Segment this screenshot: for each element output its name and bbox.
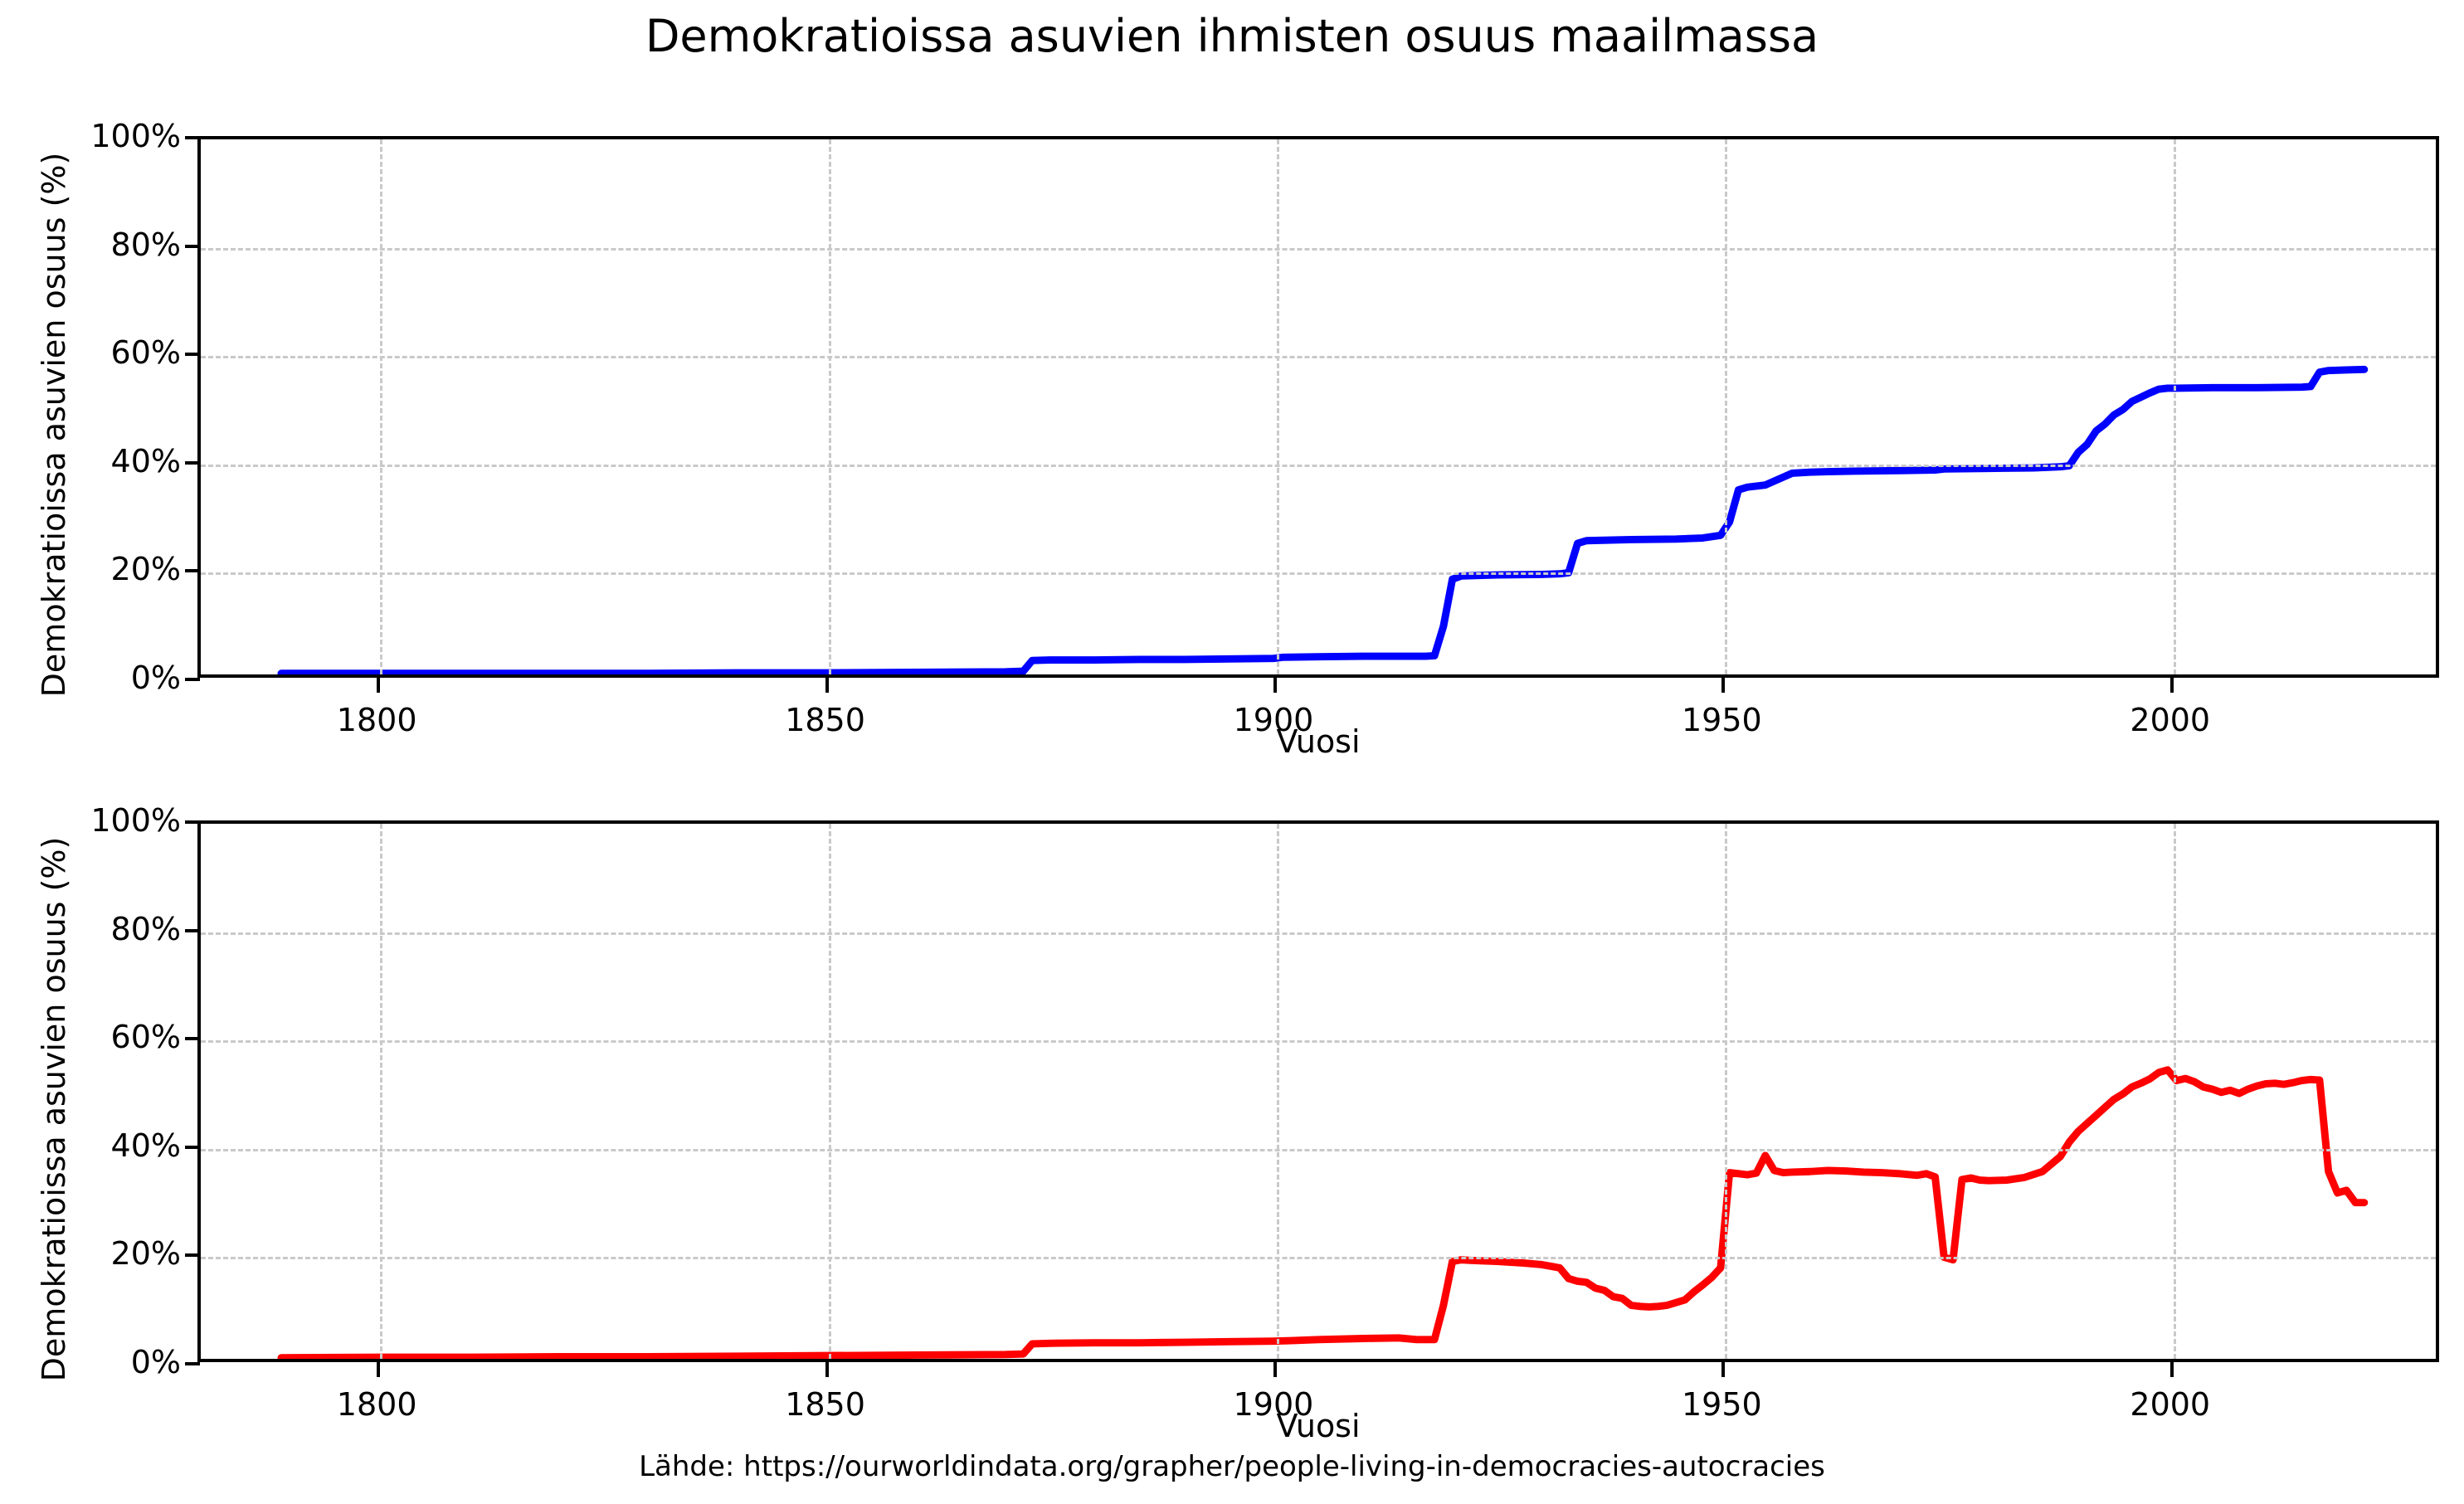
page-title: Demokratioissa asuvien ihmisten osuus ma… [645,10,1819,62]
y-tick-mark [185,928,200,932]
x-tick-mark [1721,1362,1726,1377]
x-tick-label: 2000 [2130,1386,2211,1423]
y-tick-label: 60% [110,1019,181,1056]
x-tick-label: 2000 [2130,702,2211,738]
y-tick-label: 20% [110,551,181,588]
x-tick-label: 1850 [785,702,865,738]
y-tick-label: 0% [130,660,181,696]
democracy-line-bottom [277,1066,2369,1359]
y-tick-label: 100% [90,118,181,154]
y-axis-label-bottom: Demokratioissa asuvien osuus (%) [36,836,72,1382]
y-tick-label: 0% [130,1344,181,1380]
y-tick-label: 80% [110,226,181,263]
x-tick-label: 1800 [336,702,417,738]
chart-panel-bottom: Demokratioissa asuvien osuus (%) Vuosi 0… [0,776,2464,1464]
y-tick-mark [185,244,200,248]
x-tick-label: 1900 [1233,702,1314,738]
x-tick-mark [2169,678,2174,693]
x-tick-mark [1273,678,1277,693]
y-tick-mark [185,1145,200,1149]
x-tick-label: 1900 [1233,1386,1314,1423]
x-tick-mark [825,678,829,693]
y-tick-label: 60% [110,334,181,372]
y-axis-label-top: Demokratioissa asuvien osuus (%) [36,152,72,698]
x-tick-label: 1950 [1682,702,1762,738]
y-tick-label: 40% [110,1127,181,1164]
y-tick-label: 100% [90,802,181,839]
x-tick-mark [2169,1362,2174,1377]
x-tick-label: 1950 [1682,1386,1762,1423]
y-tick-mark [185,136,200,139]
chart-panel-top: Demokratioissa asuvien osuus (%) Vuosi 0… [0,91,2464,763]
x-tick-mark [1273,1362,1277,1377]
y-tick-mark [185,820,200,824]
y-tick-mark [185,1253,200,1258]
x-tick-mark [377,678,381,693]
source-caption: Lähde: https://ourworldindata.org/graphe… [639,1450,1825,1483]
y-tick-mark [185,1037,200,1041]
y-tick-label: 20% [110,1235,181,1273]
y-tick-mark [185,1362,200,1365]
series-layer-bottom [277,1066,2369,1359]
x-tick-label: 1800 [336,1386,417,1423]
y-tick-label: 40% [110,442,181,479]
y-tick-mark [185,569,200,573]
series-layer-top [277,365,2369,674]
x-tick-label: 1850 [785,1386,865,1423]
x-tick-mark [1721,678,1726,693]
y-tick-label: 80% [110,910,181,947]
democracy-line-top [277,365,2369,674]
x-tick-mark [377,1362,381,1377]
plot-area-top [197,136,2439,678]
y-tick-mark [185,678,200,681]
x-axis-label-bottom: Vuosi [1276,1408,1361,1444]
x-tick-mark [825,1362,829,1377]
plot-area-bottom [197,820,2439,1362]
y-tick-mark [185,460,200,465]
y-tick-mark [185,353,200,357]
x-axis-label-top: Vuosi [1276,723,1361,760]
